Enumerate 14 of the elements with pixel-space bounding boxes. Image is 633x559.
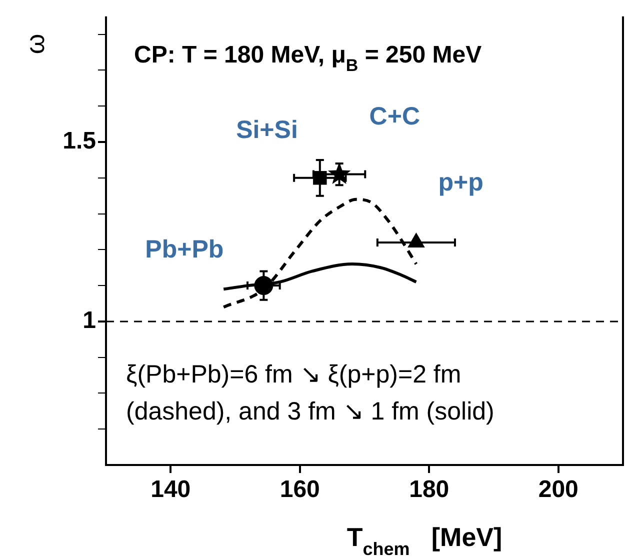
annotation: ξ(Pb+Pb)=6 fm ↘ ξ(p+p)=2 fm (dashed), and 3 fm ↘ 1 fm (solid) [126,360,494,426]
series-label: p+p [438,168,484,196]
series-label: C+C [369,102,420,130]
point [313,171,327,185]
series-label: Si+Si [236,116,298,144]
point [328,162,351,184]
y-axis-title: ω [20,34,50,54]
x-tick-label: 140 [150,476,191,504]
series-label: Pb+Pb [145,236,224,264]
x-tick-label: 180 [409,476,450,504]
y-tick-label: 1 [82,307,96,334]
x-tick-label: 200 [538,476,578,504]
y-tick-label: 1.5 [62,128,96,155]
x-tick-label: 160 [280,476,320,504]
